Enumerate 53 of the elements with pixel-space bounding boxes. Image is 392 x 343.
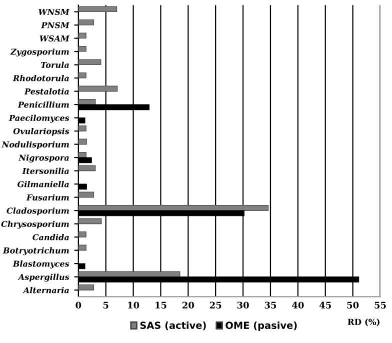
y-tick-label: Alternaria <box>22 287 69 294</box>
x-tick-label: 20 <box>182 302 194 309</box>
x-tick-label: 50 <box>347 302 359 309</box>
x-tick-label: 45 <box>319 302 331 309</box>
bar <box>78 46 86 52</box>
y-tick-label: Candida <box>32 234 69 240</box>
x-tick-label: 10 <box>128 302 140 309</box>
y-tick-label: Cladosporium <box>6 207 69 216</box>
y-tick-label: Zygosporium <box>10 48 69 56</box>
y-tick-label: PNSM <box>41 22 70 28</box>
y-tick-label: Penicillium <box>18 101 69 108</box>
bar <box>78 244 86 251</box>
y-tick-label: Itersonilia <box>22 168 69 174</box>
y-tick-label: Botryotrichum <box>2 247 69 256</box>
bar <box>78 192 94 198</box>
bar <box>78 72 86 78</box>
y-tick-label: Nigrospora <box>18 154 69 162</box>
bar <box>78 19 94 26</box>
y-tick-label: Ovulariopsis <box>13 128 70 136</box>
bar <box>78 86 118 92</box>
bar <box>78 125 86 132</box>
bar <box>78 271 180 278</box>
x-tick-label: 5 <box>103 302 108 309</box>
y-tick-label: Pestalotia <box>24 88 69 94</box>
x-tick-label: 55 <box>374 302 386 309</box>
y-tick-label: Rhodotorula <box>12 74 69 82</box>
legend-label: SAS (active) <box>140 321 206 330</box>
x-tick-label: 15 <box>156 302 166 309</box>
x-tick-label: 35 <box>264 302 276 309</box>
y-tick-label: WSAM <box>40 35 70 42</box>
x-tick-label: 0 <box>76 302 82 309</box>
y-tick-label: Torula <box>40 62 69 68</box>
y-tick-label: Chrysosporium <box>1 220 69 229</box>
bar <box>78 284 94 290</box>
y-tick-label: Aspergillus <box>18 274 70 282</box>
y-tick-label: Nodulisporium <box>2 141 69 150</box>
y-tick-label: Blastomyces <box>12 260 70 268</box>
bar <box>78 138 87 145</box>
x-axis-title: RD (%) <box>348 318 380 326</box>
x-tick-label: 30 <box>237 302 249 309</box>
y-tick-label: Paecilomyces <box>8 114 70 123</box>
bar <box>78 59 102 66</box>
x-tick-label: 40 <box>292 302 304 309</box>
bar <box>78 6 118 12</box>
bar <box>78 165 96 172</box>
y-tick-label: WNSM <box>38 8 70 15</box>
x-tick-label: 25 <box>210 302 222 309</box>
bar <box>78 32 86 39</box>
y-tick-label: Fusarium <box>26 194 69 200</box>
y-tick-label: Gilmaniella <box>18 180 69 188</box>
legend-label: OME (pasive) <box>226 321 297 331</box>
bar <box>78 218 102 224</box>
bar <box>78 231 86 238</box>
